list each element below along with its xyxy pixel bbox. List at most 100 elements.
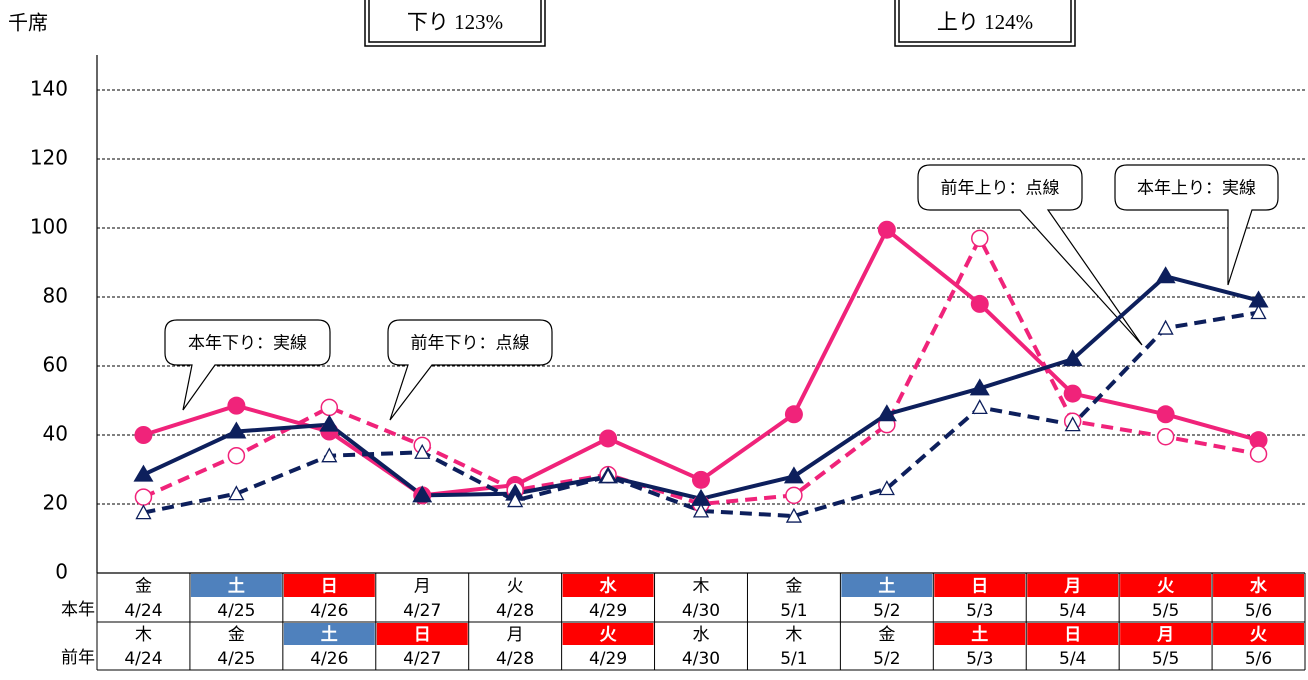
day-highlight [1120,623,1212,645]
weekday-label: 日 [321,577,338,597]
marker [969,378,990,396]
marker [1064,416,1081,432]
date-label: 4/25 [217,649,255,669]
day-highlight [1213,623,1304,645]
date-label: 4/25 [217,601,255,621]
weekday-label: 日 [414,625,431,645]
day-highlight [934,574,1026,597]
weekday-label: 土 [321,624,338,645]
unit-label: 千席 [8,11,48,35]
date-label: 4/30 [682,601,720,621]
weekday-label: 火 [1250,625,1268,645]
y-tick-label: 0 [55,560,68,584]
date-label: 4/27 [403,649,441,669]
marker [783,466,804,484]
callout-text: 前年上り：点線 [941,179,1060,199]
marker [134,426,153,444]
weekday-label: 金 [878,625,895,645]
day-highlight [190,574,282,597]
day-highlight [562,574,654,597]
weekday-label: 金 [135,577,152,597]
marker [599,429,618,448]
date-label: 4/30 [682,649,720,669]
row-label: 本年 [61,600,95,620]
date-label: 4/24 [124,649,162,669]
weekday-label: 土 [878,576,895,597]
marker [971,399,988,415]
marker [135,504,152,520]
date-label: 5/5 [1152,601,1179,621]
marker [970,294,989,313]
marker [1249,431,1268,450]
y-tick-label: 20 [43,491,68,515]
weekday-label: 月 [1063,577,1081,597]
callout-box [917,164,1143,346]
weekday-label: 月 [414,577,431,597]
day-highlight [283,574,375,597]
weekday-label: 土 [228,576,245,597]
weekday-label: 月 [1156,625,1174,645]
callout-box [164,319,331,411]
day-highlight [562,623,654,645]
day-highlight [1120,574,1212,597]
date-label: 4/28 [496,649,534,669]
date-label: 5/6 [1245,649,1272,669]
marker [876,404,897,422]
weekday-label: 水 [1250,576,1268,597]
weekday-label: 日 [971,577,988,597]
summary-box-outer [364,0,546,47]
day-highlight [934,623,1026,645]
marker [785,486,803,505]
row-label: 前年 [61,648,95,668]
marker [320,398,339,417]
marker [784,405,803,424]
summary-box-inner [898,0,1072,43]
callout-box [387,319,553,421]
marker [691,488,711,506]
weekday-label: 火 [600,625,618,645]
weekday-label: 金 [228,625,245,645]
weekday-label: 水 [693,625,710,645]
marker [877,220,896,239]
marker [1156,427,1175,446]
day-highlight [1027,623,1119,645]
marker [134,488,153,506]
marker [321,447,338,463]
date-label: 4/27 [403,601,441,621]
weekday-label: 水 [600,576,618,597]
marker [692,502,710,518]
weekday-label: 金 [785,577,802,597]
marker [1248,290,1269,308]
weekday-label: 日 [1064,625,1081,645]
date-label: 5/1 [780,649,807,669]
date-label: 4/28 [496,601,534,621]
marker [1156,405,1175,424]
date-label: 5/3 [966,649,993,669]
day-highlight [1213,574,1304,597]
callout-text: 前年下り：点線 [411,334,530,354]
callout-box [1114,164,1279,286]
marker [1155,266,1176,284]
marker [599,468,617,484]
marker [1249,445,1268,463]
weekday-label: 火 [507,577,524,597]
marker [692,470,710,489]
marker [227,396,246,415]
y-tick-label: 100 [30,215,68,239]
marker [1157,319,1174,335]
date-label: 5/2 [873,601,900,621]
date-label: 4/29 [589,649,627,669]
marker [507,492,524,508]
weekday-label: 木 [135,625,152,645]
date-label: 5/5 [1152,649,1179,669]
date-label: 5/1 [780,601,807,621]
date-label: 5/6 [1245,601,1272,621]
y-tick-label: 80 [43,284,68,308]
summary-text: 下り 123% [407,10,503,34]
date-label: 4/24 [124,601,162,621]
marker [971,229,989,248]
y-tick-label: 120 [30,146,68,170]
y-tick-label: 140 [30,77,68,101]
day-highlight [376,623,468,645]
